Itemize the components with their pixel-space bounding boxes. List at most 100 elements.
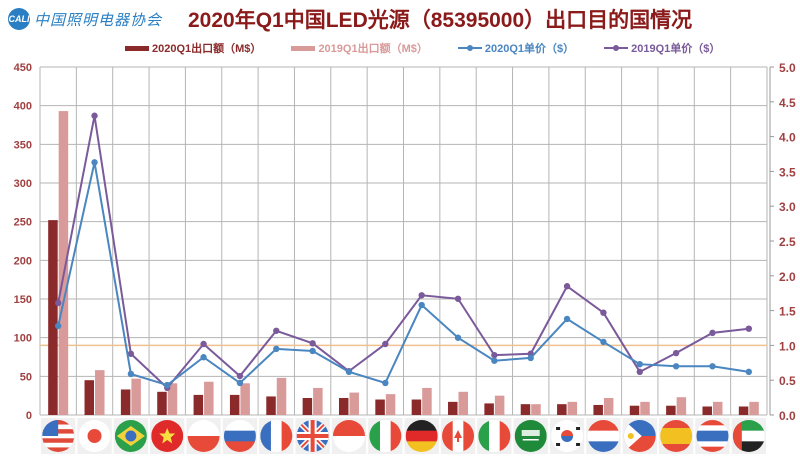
data-point-marker	[491, 357, 498, 364]
legend-item-2: 2020Q1单价（$）	[457, 40, 575, 56]
data-point-marker	[309, 340, 316, 347]
bar-2019	[349, 392, 359, 415]
legend-label: 2020Q1单价（$）	[484, 43, 575, 55]
data-point-marker	[527, 354, 534, 362]
legend-item-0: 2020Q1出口额（M$）	[125, 40, 261, 56]
right-axis-tick: 4.5	[779, 96, 796, 110]
brazil-flag-icon	[114, 420, 147, 452]
legend-label: 2020Q1出口额（M$）	[152, 43, 262, 55]
bar-2019	[640, 401, 650, 415]
indonesia-flag-icon	[332, 420, 365, 452]
bar-2020	[484, 403, 494, 415]
left-axis-tick: 150	[14, 294, 32, 306]
vietnam-flag-icon	[151, 420, 184, 452]
data-point-marker	[563, 283, 571, 290]
data-point-marker	[236, 372, 244, 380]
data-point-marker	[636, 360, 643, 368]
right-axis-tick: 2.0	[779, 270, 796, 284]
uae-flag-icon	[732, 420, 765, 452]
bar-swatch-icon	[291, 45, 316, 51]
bar-2020	[702, 406, 712, 415]
left-axis-tick: 200	[14, 255, 32, 267]
bar-2019	[95, 370, 105, 415]
data-point-marker	[273, 327, 280, 334]
data-point-marker	[745, 325, 753, 332]
data-point-marker	[745, 368, 753, 376]
data-point-marker	[309, 347, 316, 355]
left-axis-tick: 100	[14, 333, 32, 345]
line-2020-price	[57, 162, 749, 387]
data-point-marker	[454, 334, 462, 341]
data-point-marker	[491, 351, 498, 359]
right-axis-tick: 1.0	[779, 339, 796, 353]
data-point-marker	[345, 368, 353, 376]
us-flag-icon	[42, 420, 75, 452]
bar-2020	[266, 396, 276, 415]
bar-2020	[629, 405, 640, 415]
data-point-marker	[273, 345, 280, 353]
bar-2020	[120, 389, 131, 415]
france-flag-icon	[260, 420, 293, 452]
bar-2020	[666, 405, 676, 415]
bar-2019	[567, 401, 578, 415]
left-axis-tick: 0	[26, 410, 32, 422]
line-marker-icon	[457, 45, 482, 51]
bar-2019	[712, 401, 723, 415]
left-axis-tick: 400	[14, 101, 32, 113]
bar-2019	[422, 387, 432, 415]
bar-2019	[204, 381, 214, 415]
netherlands-flag-icon	[587, 420, 620, 452]
bar-2019	[676, 397, 687, 415]
bar-2019	[313, 387, 323, 415]
legend-item-1: 2019Q1出口额（M$）	[291, 40, 428, 56]
russia-flag-icon	[223, 420, 256, 452]
germany-flag-icon	[405, 420, 438, 452]
legend-label: 2019Q1单价（$）	[631, 43, 721, 55]
data-point-marker	[164, 381, 171, 389]
left-axis-tick: 250	[14, 217, 32, 229]
data-point-marker	[672, 349, 680, 357]
data-point-marker	[200, 340, 207, 348]
country-flag-row	[41, 418, 766, 454]
bar-2019	[531, 404, 541, 415]
right-axis-tick: 0.0	[779, 409, 796, 423]
right-axis-tick: 5.0	[779, 61, 796, 75]
bar-2020	[338, 397, 349, 415]
legend-label: 2019Q1出口额（M$）	[318, 43, 428, 55]
bar-2020	[229, 394, 240, 415]
bar-swatch-icon	[125, 45, 149, 51]
bar-2019	[131, 378, 141, 415]
korea-flag-icon	[551, 420, 584, 452]
poland-flag-icon	[187, 420, 220, 452]
philippines-flag-icon	[623, 420, 656, 452]
uk-flag-icon	[296, 420, 329, 452]
left-axis-tick: 450	[14, 62, 32, 74]
right-axis-tick: 3.5	[779, 165, 796, 179]
saudi-flag-icon	[514, 420, 547, 452]
chart-title: 2020年Q1中国LED光源（85395000）出口目的国情况	[188, 9, 693, 32]
bar-2020	[193, 394, 204, 415]
data-point-marker	[127, 350, 135, 357]
legend-item-3: 2019Q1单价（$）	[604, 40, 720, 56]
bar-2019	[603, 397, 614, 415]
data-point-marker	[54, 322, 62, 330]
chart-legend: 2020Q1出口额（M$） 2019Q1出口额（M$） 2020Q1单价（$） 201…	[125, 40, 720, 56]
data-point-marker	[127, 370, 135, 378]
association-logo: CALI 中国照明电器协会	[8, 4, 162, 34]
data-point-marker	[200, 354, 207, 361]
bar-2019	[749, 401, 759, 415]
bar-2020	[738, 406, 749, 415]
right-axis-tick: 3.0	[779, 200, 796, 214]
logo-text: 中国照明电器协会	[34, 10, 163, 29]
bar-2020	[302, 397, 313, 415]
bar-2020	[557, 404, 567, 415]
left-axis-tick: 350	[14, 139, 32, 151]
bar-2020	[157, 391, 167, 415]
data-point-marker	[600, 338, 607, 346]
bar-2019	[276, 377, 287, 415]
right-axis-tick: 0.5	[779, 374, 796, 388]
bar-2020	[593, 404, 603, 415]
data-point-marker	[636, 368, 643, 376]
data-point-marker	[418, 301, 425, 309]
